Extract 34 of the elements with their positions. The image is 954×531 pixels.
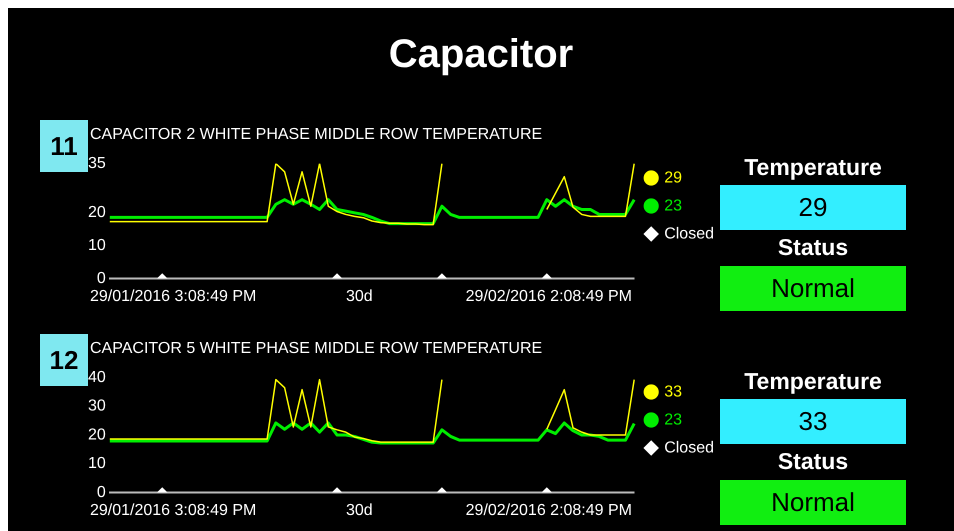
text: 11 [40,120,88,172]
text: Status [776,234,850,261]
text: Capacitor [388,32,574,77]
text: 29/02/2016 2:08:49 PM [466,502,632,520]
text: Normal [720,480,906,525]
y-tick-label: 30 [88,398,106,415]
text: 30d [346,288,373,306]
legend-label: Closed [664,225,714,242]
legend-label: 33 [664,383,682,400]
y-tick-label: 0 [96,484,106,501]
y-tick-label: 10 [88,455,106,472]
legend-label: 29 [664,169,682,186]
y-tick-label: 0 [96,270,106,287]
chart-title: CAPACITOR 2 WHITE PHASE MIDDLE ROW TEMPERATURE [90,126,542,144]
text: Normal [720,266,906,311]
y-tick-label: 35 [88,155,106,172]
text: Status [776,448,850,475]
text: 30d [346,502,373,520]
y-tick-label: 20 [88,204,106,222]
text: 29 [720,185,906,230]
text: 33 [720,399,906,444]
y-tick-label: 20 [88,426,106,444]
chart-title: CAPACITOR 5 WHITE PHASE MIDDLE ROW TEMPERATURE [90,340,542,358]
y-tick-label: 40 [88,369,106,386]
text: 29/01/2016 3:08:49 PM [90,288,256,306]
y-tick-label: 10 [88,237,106,254]
legend-label: Closed [664,439,714,456]
text: 12 [40,334,88,386]
text: Temperature [743,368,883,395]
text: 29/01/2016 3:08:49 PM [90,502,256,520]
legend-label: 23 [664,411,682,428]
text: 29/02/2016 2:08:49 PM [466,288,632,306]
text: Temperature [743,154,883,181]
legend-label: 23 [664,197,682,214]
